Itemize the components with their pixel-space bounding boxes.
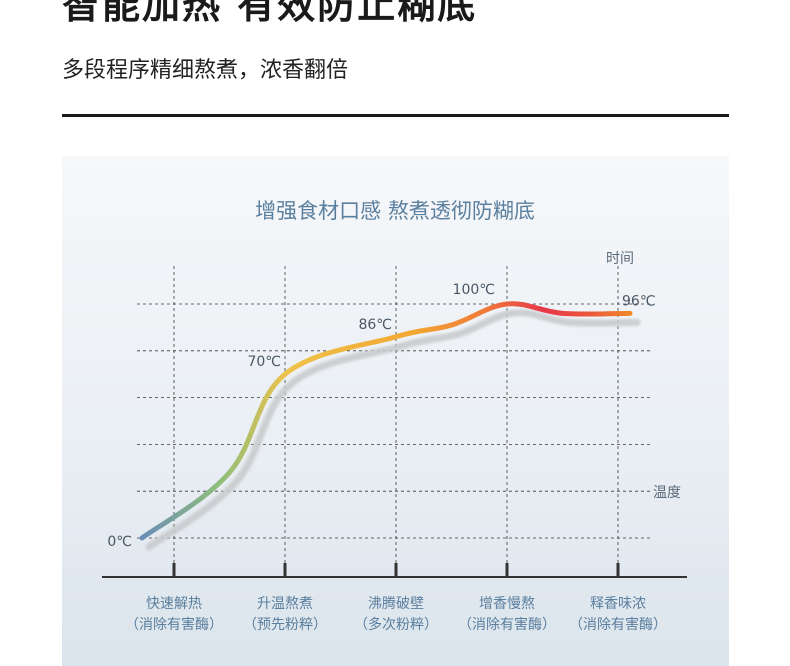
- x-tick: [394, 563, 398, 577]
- temperature-label: 96℃: [622, 293, 656, 309]
- x-axis-label: 时间: [606, 251, 634, 267]
- temperature-label: 86℃: [358, 317, 392, 333]
- chart-title: 增强食材口感 熬煮透彻防糊底: [255, 199, 535, 223]
- stage-note: （消除有害酶）: [569, 617, 667, 633]
- subtitle: 多段程序精细熬煮，浓香翻倍: [62, 58, 349, 83]
- temperature-label: 100℃: [453, 282, 495, 298]
- chart-panel: 增强食材口感 熬煮透彻防糊底 快速解热 （消除有害酶） 升温熬煮 （预先粉粹） 沸腾破壁…: [62, 156, 729, 666]
- headline: 智能加热 有效防止糊底: [62, 0, 478, 27]
- stage-note: （预先粉粹）: [243, 617, 327, 633]
- stage-label: 沸腾破壁: [368, 595, 424, 612]
- stage-note: （多次粉粹）: [354, 616, 438, 633]
- stage-label: 快速解热: [146, 596, 202, 612]
- stage-note: （消除有害酶）: [125, 617, 223, 633]
- stage-note: （消除有害酶）: [458, 617, 556, 633]
- x-tick: [505, 563, 509, 577]
- x-tick: [283, 563, 287, 577]
- temperature-line: [139, 301, 633, 541]
- divider: [62, 114, 729, 117]
- stage-label: 增香慢熬: [479, 595, 535, 612]
- x-tick: [616, 563, 620, 577]
- y-axis-label: 温度: [653, 485, 681, 501]
- stage-label: 释香味浓: [590, 596, 646, 612]
- curve-shadow: [145, 309, 641, 551]
- stage-label: 升温熬煮: [257, 596, 313, 612]
- temperature-chart: 增强食材口感 熬煮透彻防糊底 快速解热 （消除有害酶） 升温熬煮 （预先粉粹） 沸腾破壁…: [102, 199, 687, 633]
- temperature-label: 70℃: [247, 354, 281, 370]
- x-tick: [172, 563, 176, 577]
- temperature-label: 0℃: [107, 534, 132, 550]
